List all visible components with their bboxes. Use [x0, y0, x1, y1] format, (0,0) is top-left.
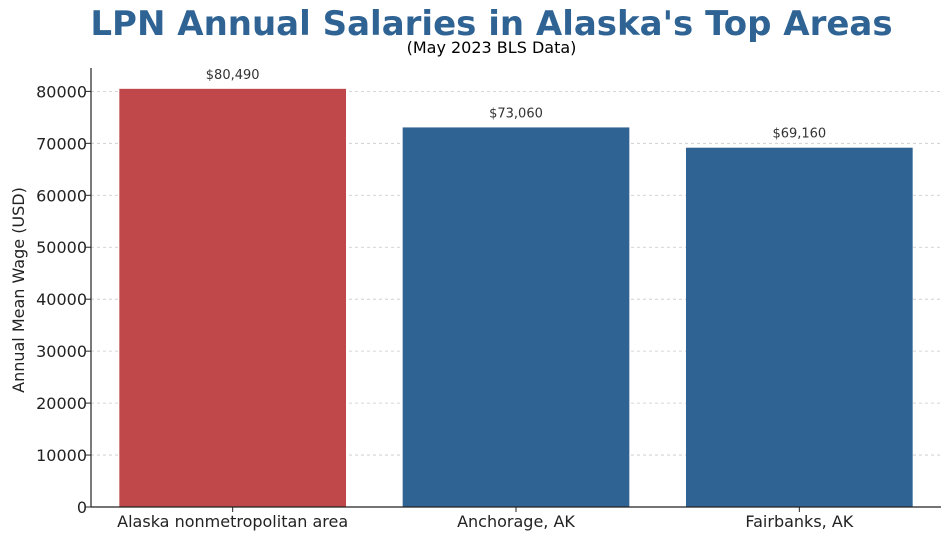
bars	[119, 88, 913, 508]
y-axis-label: Annual Mean Wage (USD)	[9, 187, 28, 393]
data-label: $73,060	[489, 106, 543, 121]
data-label: $80,490	[206, 68, 260, 83]
data-labels: $80,490 $73,060 $69,160	[206, 68, 826, 142]
y-tick-label: 20000	[36, 394, 87, 413]
x-tick-label: Anchorage, AK	[457, 512, 575, 531]
y-tick-label: 70000	[36, 134, 87, 153]
y-tick-label: 10000	[36, 446, 87, 465]
y-tick-label: 40000	[36, 290, 87, 309]
bar	[402, 127, 630, 508]
y-tick-label: 60000	[36, 186, 87, 205]
y-tick-label: 0	[77, 498, 87, 517]
y-tick-labels: 0 10000 20000 30000 40000 50000 60000 70000 8000…	[36, 82, 91, 517]
y-tick-label: 80000	[36, 82, 87, 101]
x-tick-labels: Alaska nonmetropolitan area Anchorage, AK…	[117, 507, 854, 531]
chart-title: LPN Annual Salaries in Alaska's Top Area…	[90, 4, 893, 44]
chart-subtitle: (May 2023 BLS Data)	[406, 38, 577, 57]
x-tick-label: Fairbanks, AK	[745, 512, 853, 531]
bar	[119, 88, 346, 508]
y-tick-label: 30000	[36, 342, 87, 361]
x-tick-label: Alaska nonmetropolitan area	[117, 512, 348, 531]
bar	[686, 147, 913, 508]
y-tick-label: 50000	[36, 238, 87, 257]
data-label: $69,160	[772, 127, 826, 142]
